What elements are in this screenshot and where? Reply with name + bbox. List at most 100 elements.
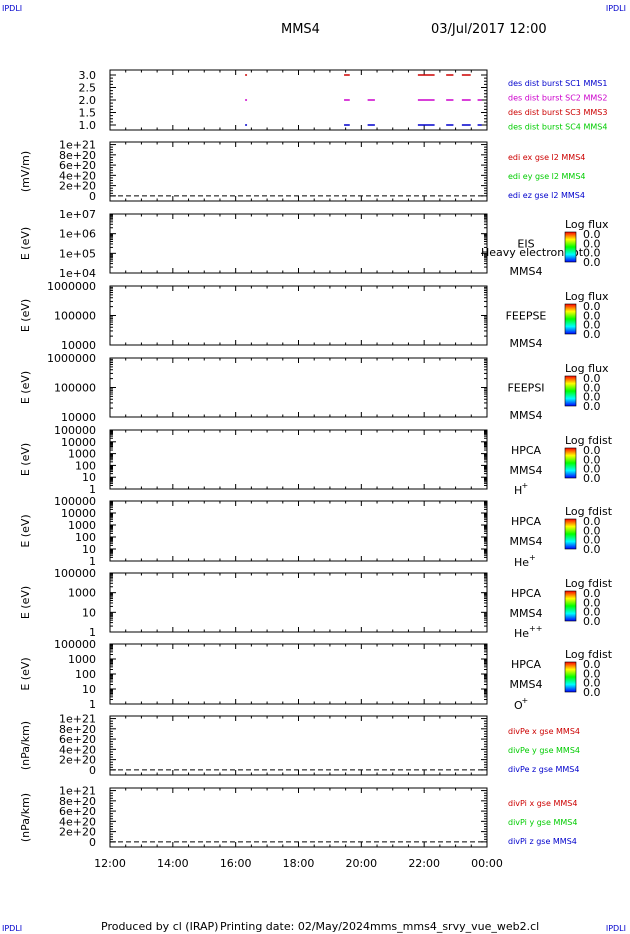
species-charge: + [522,696,529,705]
colorscale-value: 0.0 [583,667,601,680]
colorscale-title: Log flux [565,290,609,303]
y-tick-label: 4e+20 [59,815,96,828]
y-tick-label: 8e+20 [59,149,96,162]
colorscale-value: 0.0 [583,677,601,690]
colorscale-title: Log fdist [565,434,613,447]
colorscale-value: 0.0 [583,472,601,485]
y-tick-label: 1e+05 [59,247,96,260]
instrument-label: HPCA [511,658,542,671]
y-tick-label: 1e+21 [59,713,96,726]
colorscale-bar [564,231,577,263]
y-tick-label: 6e+20 [59,159,96,172]
legend-entry: edi ey gse l2 MMS4 [508,172,586,181]
colorscale-value: 0.0 [583,444,601,457]
instrument-extra-label: Heavy electron tot [481,246,584,259]
y-axis-label: E (eV) [19,227,32,260]
corner-label-tr: IPDLI [605,4,626,13]
colorscale-bar [564,303,577,335]
colorscale-bar [564,590,577,622]
y-tick-label: 100000 [54,638,96,651]
instrument-label: EIS [517,238,534,251]
y-tick-label: 1e+06 [59,228,96,241]
y-tick-label: 1000000 [47,280,96,293]
colorscale-value: 0.0 [583,237,601,250]
y-tick-label: 1e+21 [59,139,96,152]
y-tick-label: 8e+20 [59,795,96,808]
legend-entry: edi ex gse l2 MMS4 [508,153,585,162]
colorscale-value: 0.0 [583,524,601,537]
legend-entry: des dist burst SC2 MMS2 [508,94,607,103]
colorscale-value: 0.0 [583,686,601,699]
y-tick-label: 1 [89,626,96,639]
panel-frame-hpca_hepp [109,572,488,633]
species-charge: ++ [529,624,542,633]
instrument-label: FEEPSI [507,382,544,395]
panel-frame-eis [109,213,488,274]
spacecraft-label: MMS4 [510,265,543,278]
y-tick-label: 1000 [68,653,96,666]
y-tick-label: 2e+20 [59,180,96,193]
y-tick-label: 0 [89,836,96,849]
y-tick-label: 10000 [61,339,96,352]
colorscale-value: 0.0 [583,543,601,556]
footer-produced-by: Produced by cl (IRAP) [101,920,219,933]
colorscale-title: Log fdist [565,648,613,661]
y-axis-label: (nPa/km) [19,721,32,770]
y-tick-label: 1e+21 [59,785,96,798]
y-tick-label: 100 [75,459,96,472]
y-tick-label: 8e+20 [59,723,96,736]
instrument-label: FEEPSE [506,310,547,323]
y-tick-label: 100000 [54,567,96,580]
spacecraft-label: MMS4 [510,337,543,350]
colorscale-value: 0.0 [583,328,601,341]
instrument-label: HPCA [511,515,542,528]
y-tick-label: 10000 [61,411,96,424]
x-tick-label: 22:00 [408,857,440,870]
panel-frame-hpca_h [109,429,488,490]
species-label: O [514,699,523,712]
y-tick-label: 100000 [54,382,96,395]
y-tick-label: 1 [89,483,96,496]
species-label: H [514,484,522,497]
legend-entry: edi ez gse l2 MMS4 [508,191,585,200]
footer-printing-date: Printing date: 02/May/2024 [220,920,370,933]
colorscale-value: 0.0 [583,381,601,394]
colorscale-value: 0.0 [583,515,601,528]
legend-entry: divPi x gse MMS4 [508,799,577,808]
y-tick-label: 100 [75,531,96,544]
datetime-title: 03/Jul/2017 12:00 [431,22,547,37]
colorscale-value: 0.0 [583,534,601,547]
colorscale-value: 0.0 [583,658,601,671]
colorscale-value: 0.0 [583,587,601,600]
legend-entry: divPe z gse MMS4 [508,765,579,774]
y-axis-label: (nPa/km) [19,793,32,842]
legend-entry: des dist burst SC3 MMS3 [508,108,607,117]
y-tick-label: 1e+07 [59,208,96,221]
spacecraft-label: MMS4 [510,535,543,548]
y-tick-label: 1 [89,698,96,711]
y-tick-label: 10 [82,683,96,696]
legend-entry: divPi y gse MMS4 [508,818,577,827]
colorscale-title: Log fdist [565,577,613,590]
y-tick-label: 3.0 [79,69,97,82]
colorscale-value: 0.0 [583,228,601,241]
legend-entry: divPe y gse MMS4 [508,746,580,755]
y-axis-label: E (eV) [19,514,32,547]
legend-entry: divPi z gse MMS4 [508,837,577,846]
spacecraft-label: MMS4 [510,464,543,477]
y-tick-label: 10000 [61,436,96,449]
spacecraft-label: MMS4 [510,409,543,422]
colorscale-value: 0.0 [583,309,601,322]
y-tick-label: 100 [75,668,96,681]
spacecraft-label: MMS4 [510,678,543,691]
y-tick-label: 100000 [54,424,96,437]
colorscale-value: 0.0 [583,463,601,476]
y-tick-label: 100000 [54,310,96,323]
x-tick-label: 00:00 [471,857,503,870]
y-tick-label: 10 [82,606,96,619]
colorscale-bar [564,661,577,693]
colorscale-value: 0.0 [583,256,601,269]
colorscale-value: 0.0 [583,400,601,413]
colorscale-value: 0.0 [583,453,601,466]
